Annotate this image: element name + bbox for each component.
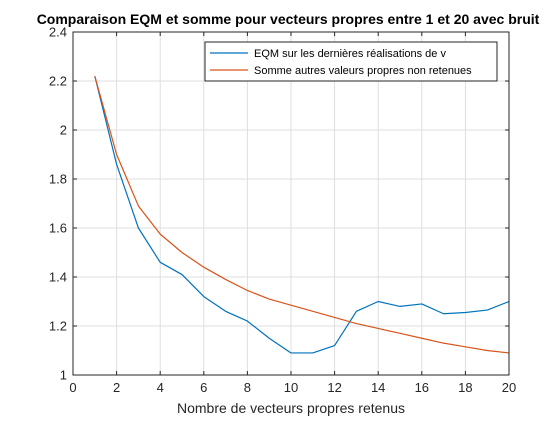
x-tick-label: 10 xyxy=(284,380,298,395)
y-tick-label: 2.4 xyxy=(49,25,67,40)
grid-lines xyxy=(73,32,509,375)
legend-label-somme: Somme autres valeurs propres non retenue… xyxy=(254,65,472,77)
y-tick-label: 1 xyxy=(60,368,67,383)
y-tick-label: 1.4 xyxy=(49,270,67,285)
x-tick-label: 12 xyxy=(327,380,341,395)
series-layer xyxy=(94,75,510,354)
legend-box xyxy=(204,41,498,82)
y-tick-label: 2 xyxy=(60,123,67,138)
x-tick-label: 4 xyxy=(157,380,164,395)
ticks xyxy=(72,31,510,376)
x-tick-label: 18 xyxy=(458,380,472,395)
x-tick-label: 20 xyxy=(502,380,516,395)
y-tick-label: 1.6 xyxy=(49,221,67,236)
legend-label-eqm: EQM sur les dernières réalisations de v xyxy=(254,48,446,60)
y-tick-label: 1.2 xyxy=(49,319,67,334)
x-axis-label: Nombre de vecteurs propres retenus xyxy=(177,400,405,416)
x-tick-labels: 0 2 4 6 8 10 12 14 16 18 20 xyxy=(69,380,516,395)
x-tick-label: 16 xyxy=(415,380,429,395)
legend: EQM sur les dernières réalisations de v … xyxy=(204,41,498,82)
x-tick-label: 8 xyxy=(244,380,251,395)
y-tick-label: 1.8 xyxy=(49,172,67,187)
y-tick-labels: 1 1.2 1.4 1.6 1.8 2 2.2 2.4 xyxy=(49,25,67,383)
x-tick-label: 14 xyxy=(371,380,385,395)
chart-title: Comparaison EQM et somme pour vecteurs p… xyxy=(37,11,540,27)
series-line-0 xyxy=(94,75,510,354)
y-tick-label: 2.2 xyxy=(49,74,67,89)
x-tick-label: 6 xyxy=(200,380,207,395)
x-tick-label: 0 xyxy=(69,380,76,395)
series-line-1 xyxy=(94,75,510,354)
x-tick-label: 2 xyxy=(113,380,120,395)
